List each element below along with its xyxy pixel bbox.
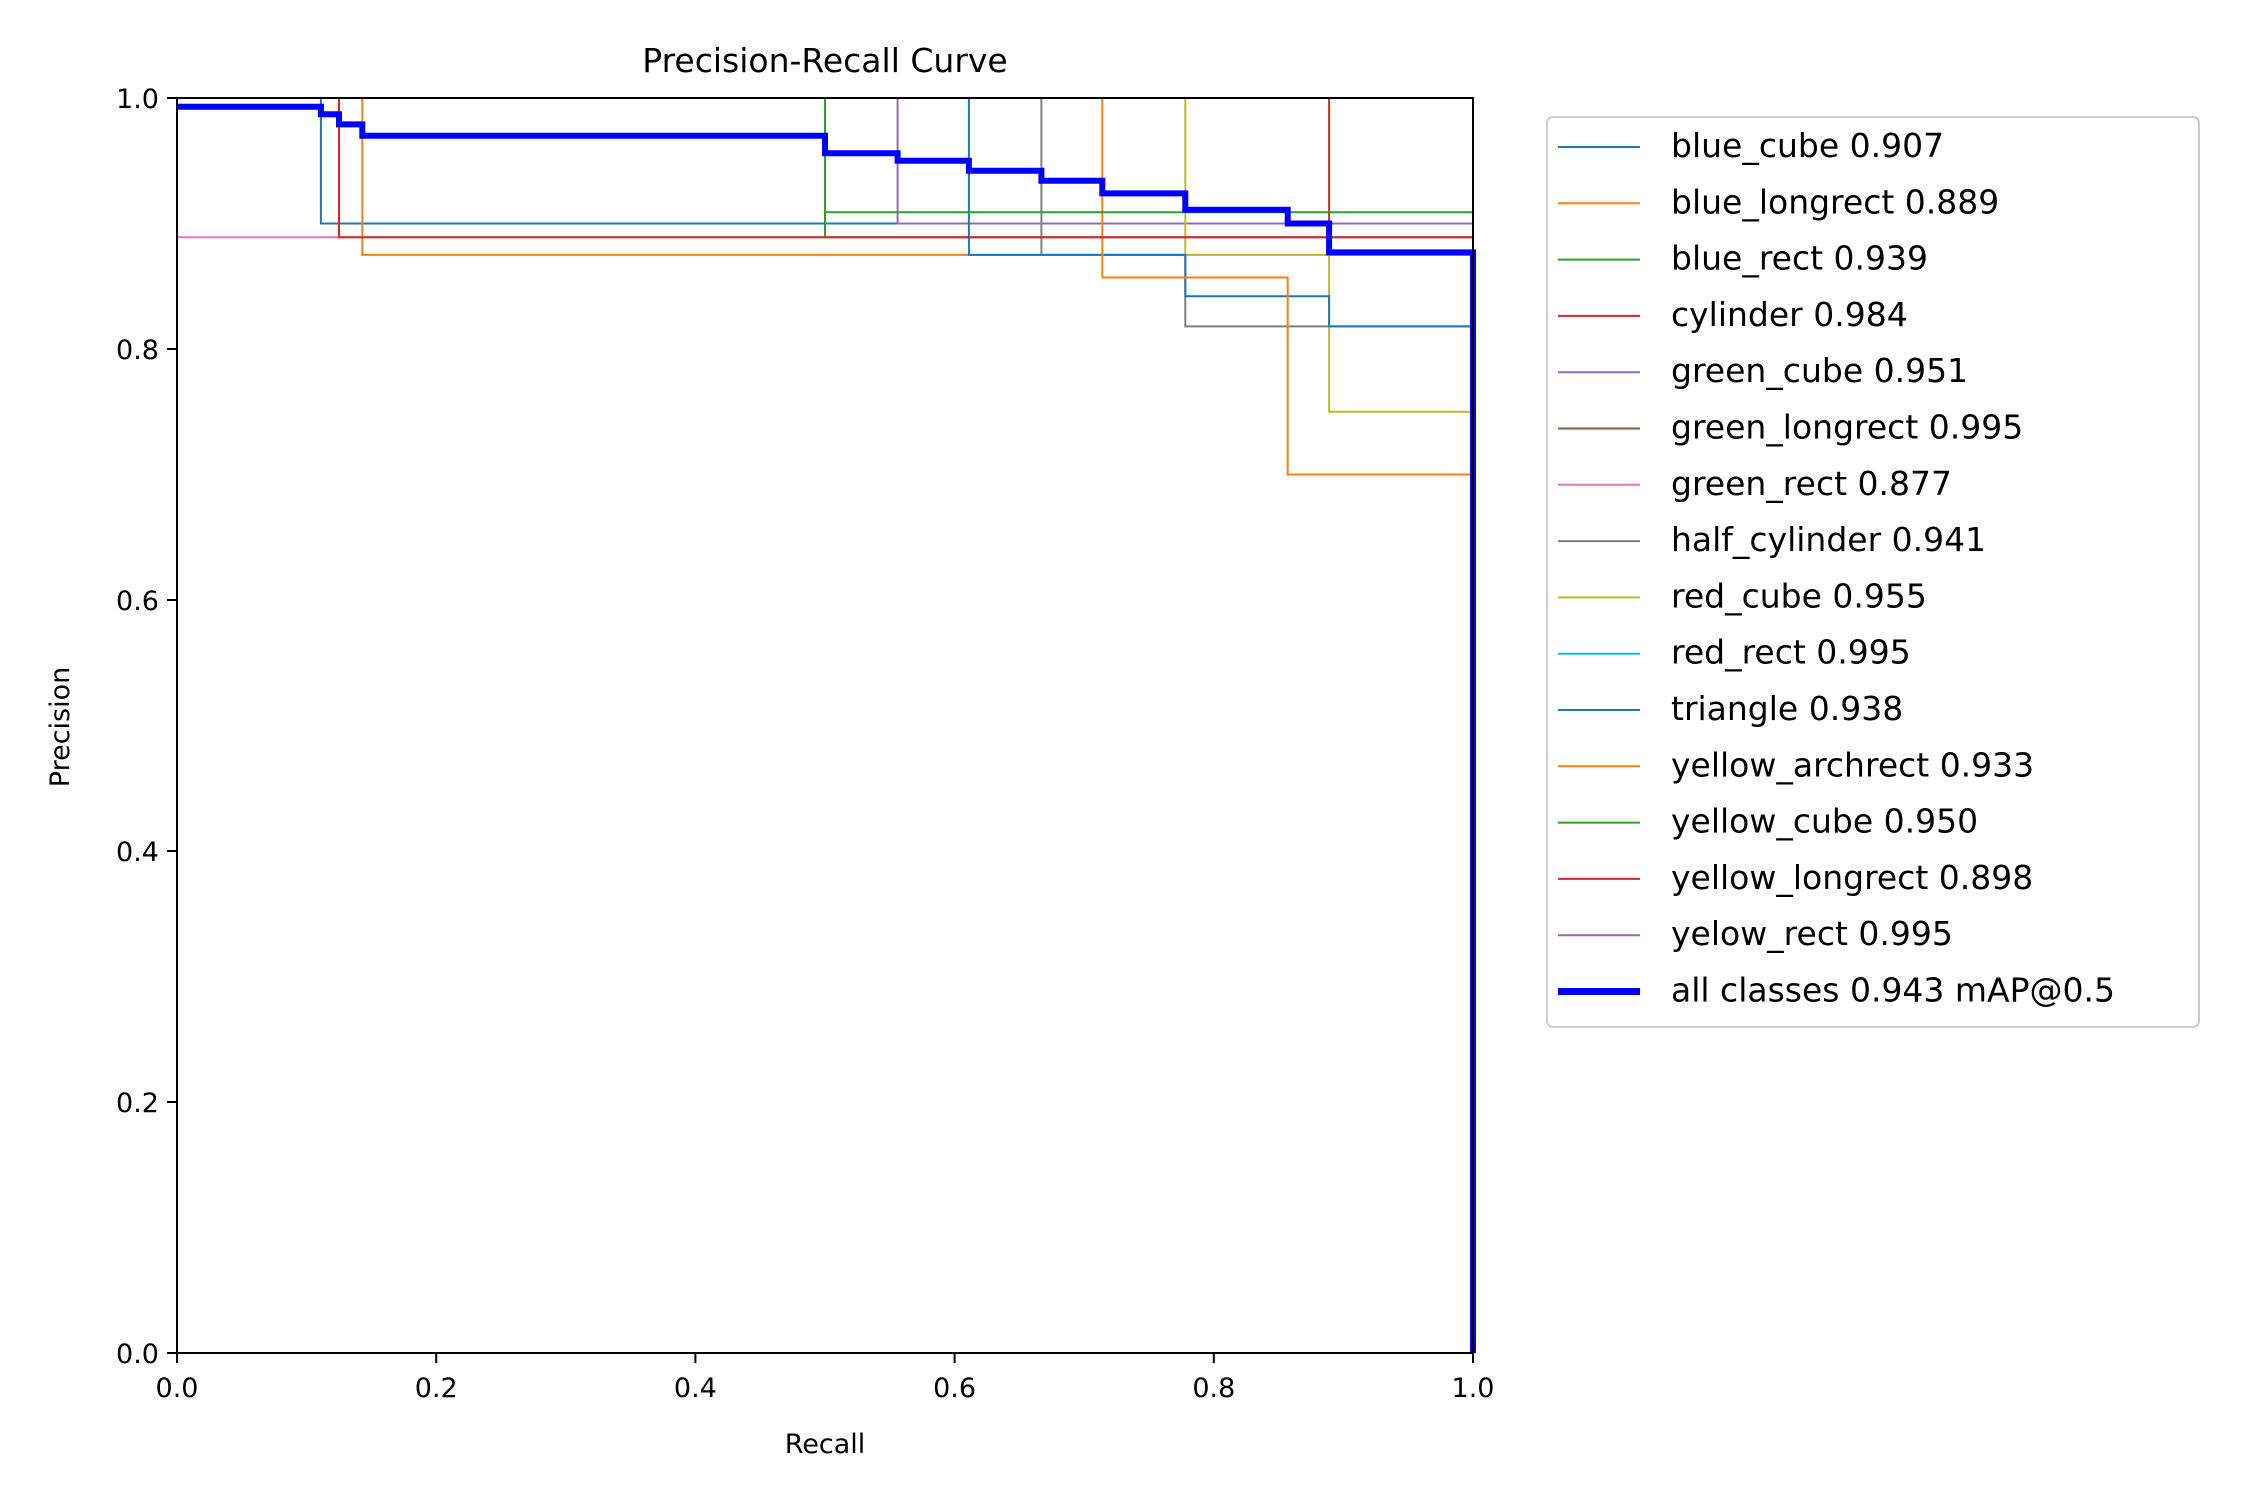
legend-label: blue_rect 0.939	[1671, 239, 1928, 278]
series-line-16	[177, 103, 1476, 1353]
series-line-11	[177, 97, 1474, 1353]
y-tick-label: 0.4	[116, 837, 159, 868]
y-tick-label: 0.8	[116, 335, 159, 366]
x-tick-label: 0.0	[156, 1373, 199, 1404]
legend-label: blue_cube 0.907	[1671, 126, 1944, 165]
legend-label: yellow_cube 0.950	[1671, 802, 1978, 841]
y-axis-ticks: 0.0 0.2 0.4 0.6 0.8 1.0	[116, 84, 177, 1370]
x-axis-ticks: 0.0 0.2 0.4 0.6 0.8 1.0	[156, 1353, 1495, 1404]
plot-frame	[176, 97, 1474, 1354]
y-tick-label: 0.6	[116, 586, 159, 617]
y-tick-label: 0.0	[116, 1339, 159, 1370]
legend-label: half_cylinder 0.941	[1671, 520, 1986, 559]
legend: blue_cube 0.907 blue_longrect 0.889 blue_r…	[1546, 116, 2200, 1028]
x-tick-label: 0.2	[415, 1373, 458, 1404]
y-axis-label: Precision	[45, 667, 76, 787]
legend-label: yelow_rect 0.995	[1671, 914, 1953, 953]
legend-label: blue_longrect 0.889	[1671, 182, 1999, 221]
legend-label: green_longrect 0.995	[1671, 408, 2023, 447]
legend-label: yellow_archrect 0.933	[1671, 745, 2034, 784]
legend-label: green_cube 0.951	[1671, 351, 1968, 390]
legend-label: triangle 0.938	[1671, 689, 1903, 728]
legend-items: blue_cube 0.907 blue_longrect 0.889 blue_r…	[1558, 126, 2115, 1010]
x-tick-label: 0.4	[674, 1373, 717, 1404]
legend-label: red_rect 0.995	[1671, 633, 1911, 672]
legend-box	[1546, 116, 2200, 1028]
legend-label: yellow_longrect 0.898	[1671, 858, 2033, 897]
x-tick-label: 0.6	[933, 1373, 976, 1404]
legend-label: red_cube 0.955	[1671, 576, 1927, 615]
legend-label: all classes 0.943 mAP@0.5	[1671, 971, 2115, 1010]
legend-label: cylinder 0.984	[1671, 295, 1908, 334]
x-tick-label: 0.8	[1192, 1373, 1235, 1404]
legend-label: green_rect 0.877	[1671, 464, 1952, 503]
x-axis-label: Recall	[785, 1429, 866, 1460]
x-tick-label: 1.0	[1452, 1373, 1495, 1404]
y-tick-label: 1.0	[116, 84, 159, 115]
chart-title: Precision-Recall Curve	[642, 41, 1007, 80]
y-tick-label: 0.2	[116, 1088, 159, 1119]
